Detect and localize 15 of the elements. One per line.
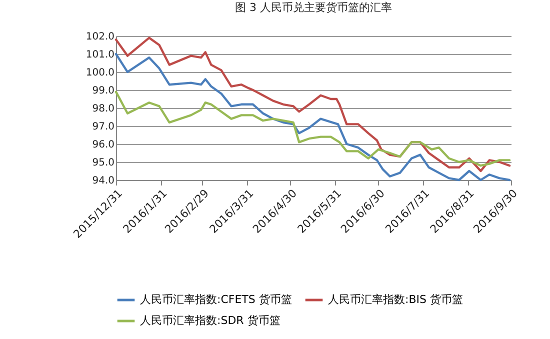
y-tick-label: 97.0 [92,122,114,132]
y-tick-label: 102.0 [86,32,114,42]
y-tick-label: 94.0 [92,176,114,186]
line-series [114,36,511,172]
legend-label: 人民币汇率指数:SDR 货币篮 [140,314,280,327]
chart-title: 图 3 人民币兑主要货币篮的汇率 [235,1,392,14]
y-tick-label: 96.0 [92,140,114,150]
y-tick-label: 95.0 [92,158,114,168]
line-series [114,90,511,167]
y-tick-label: 101.0 [86,50,114,60]
y-tick-label: 98.0 [92,104,114,114]
y-tick-label: 100.0 [86,68,114,78]
legend-label: 人民币汇率指数:BIS 货币篮 [328,293,463,306]
y-tick-label: 99.0 [92,86,114,96]
legend-label: 人民币汇率指数:CFETS 货币篮 [140,293,292,306]
